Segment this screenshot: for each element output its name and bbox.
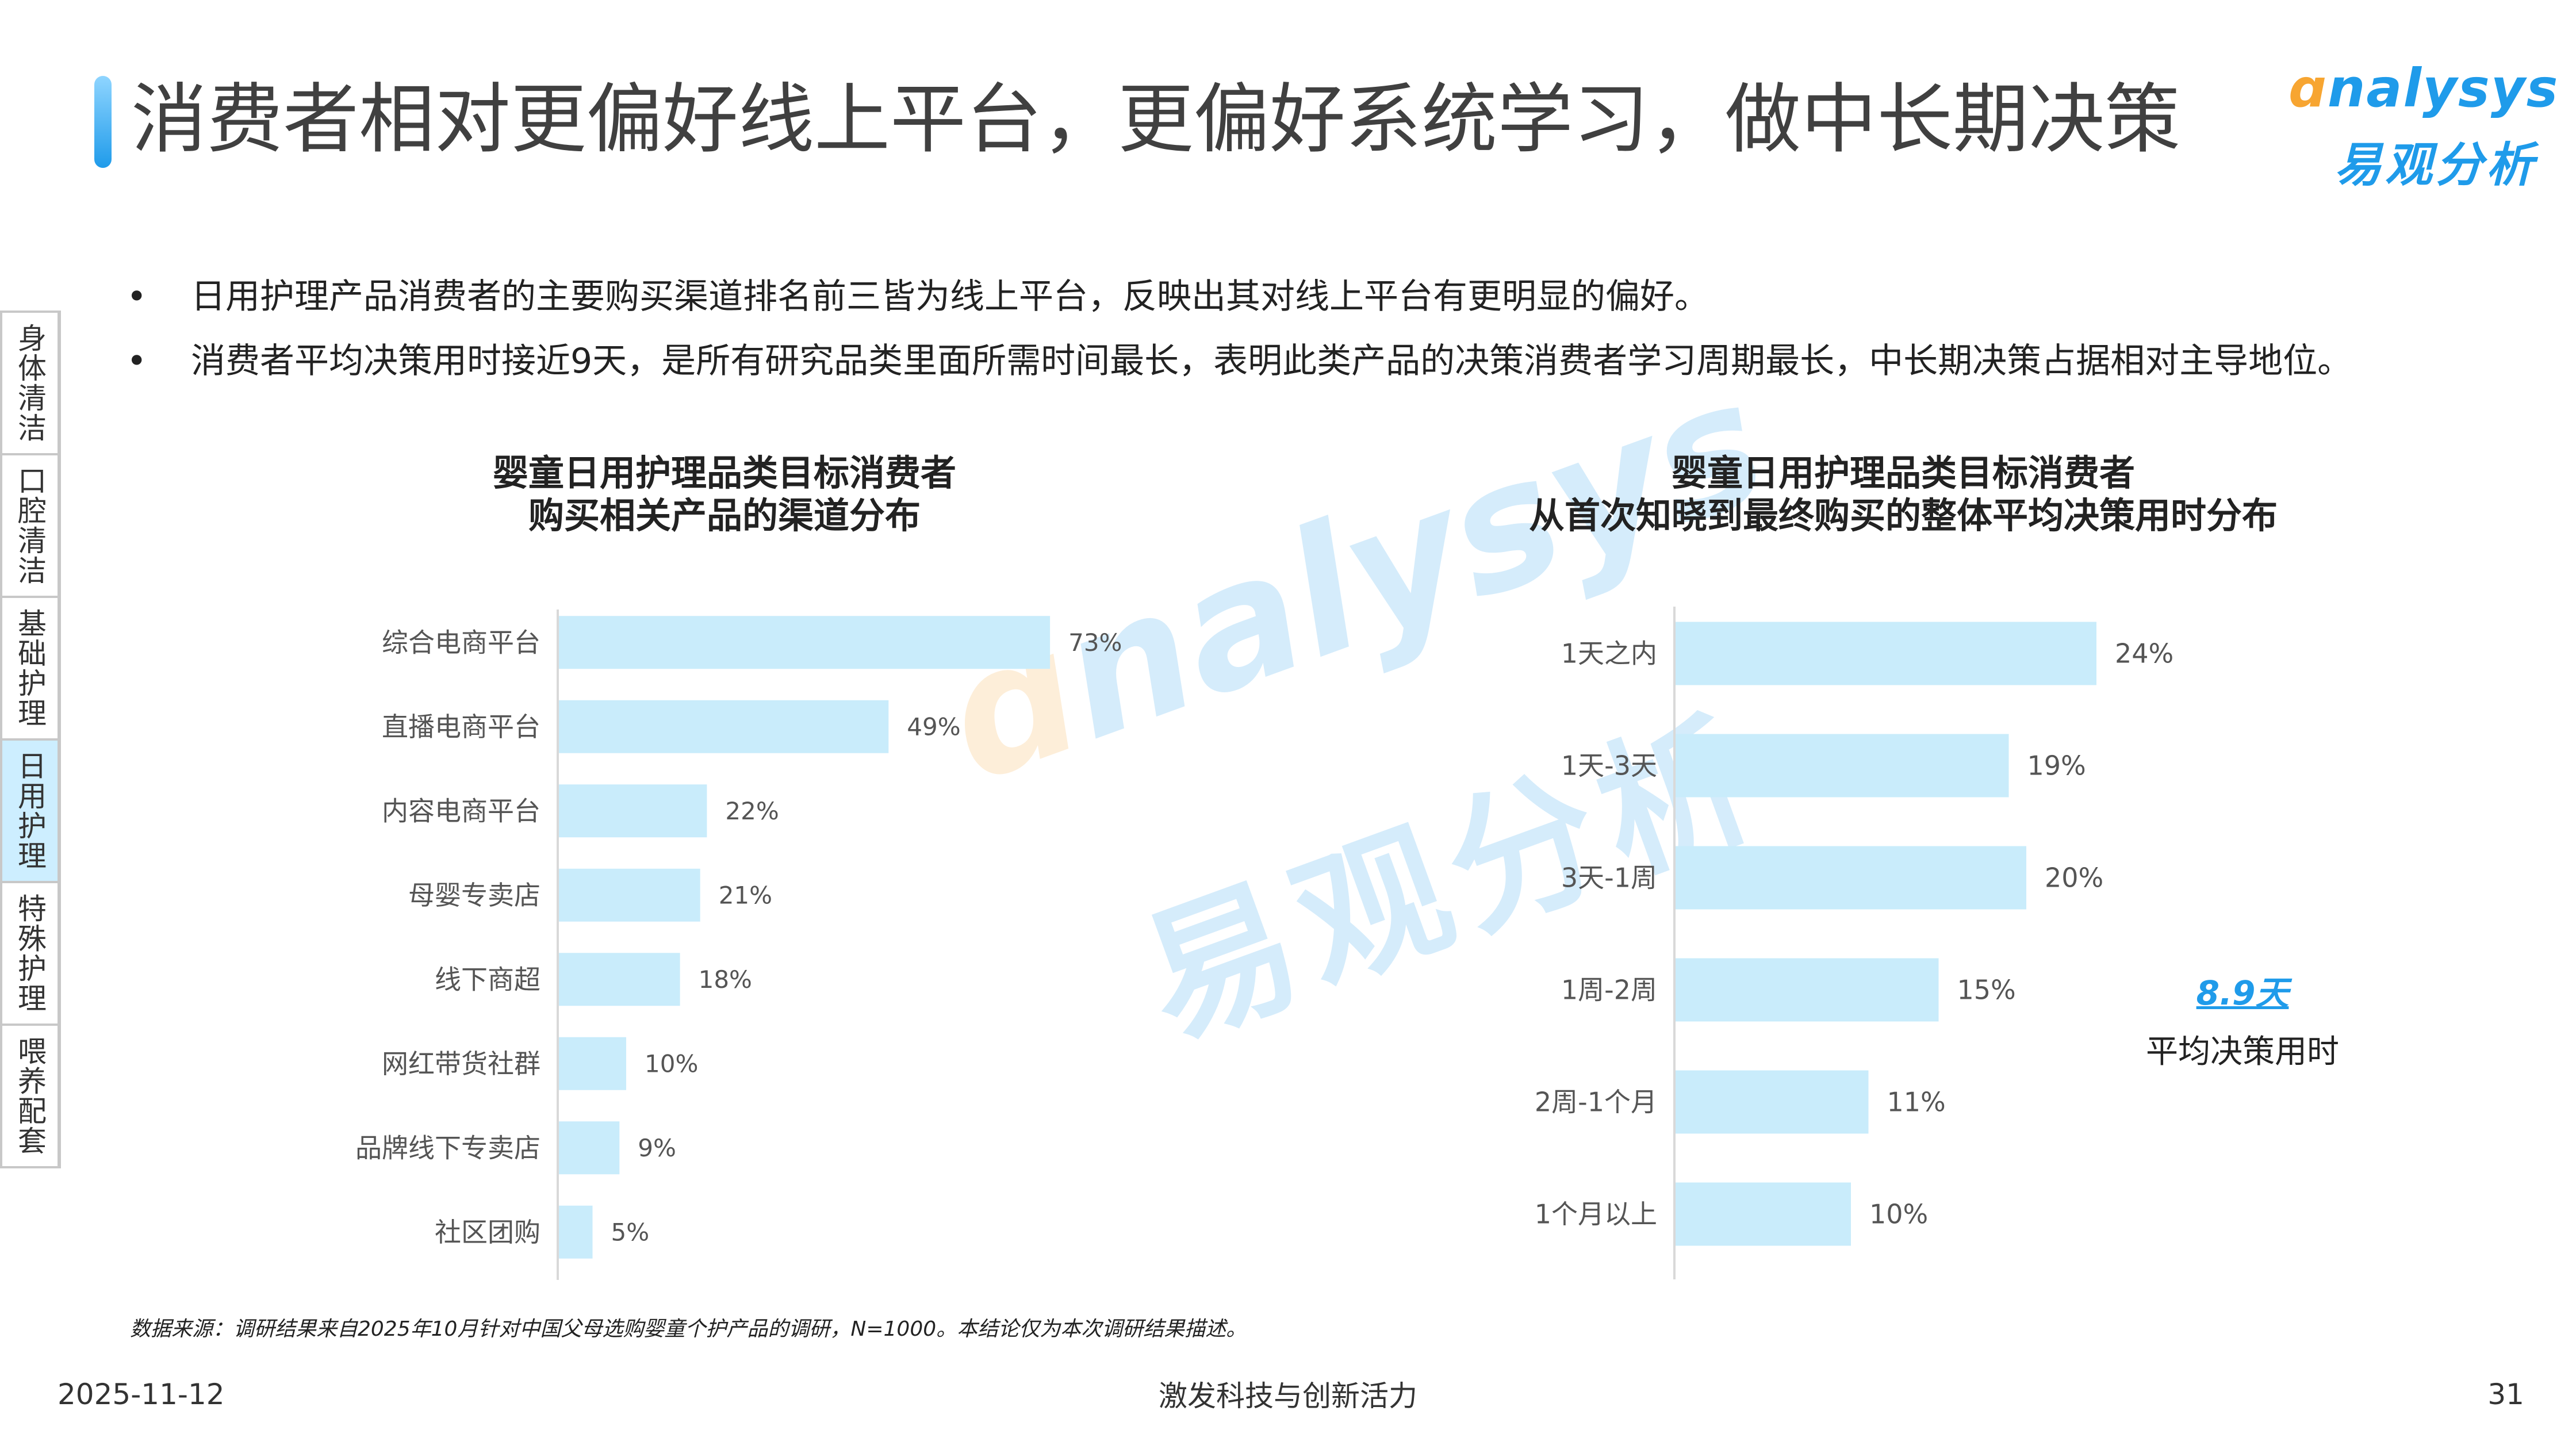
decision-bar	[1676, 1182, 1851, 1246]
channel-bar	[559, 1037, 626, 1090]
bullet-item: 消费者平均决策用时接近9天，是所有研究品类里面所需时间最长，表明此类产品的决策消…	[126, 329, 2484, 393]
channel-category-label: 线下商超	[435, 964, 540, 995]
channel-category-label: 母婴专卖店	[408, 880, 540, 911]
footer-slogan: 激发科技与创新活力	[1159, 1379, 1417, 1413]
summary-bullets: 日用护理产品消费者的主要购买渠道排名前三皆为线上平台，反映出其对线上平台有更明显…	[126, 264, 2484, 393]
decision-category-label: 1天-3天	[1561, 750, 1657, 781]
channel-value-label: 9%	[638, 1134, 676, 1162]
footer-date: 2025-11-12	[57, 1378, 225, 1411]
decision-value-label: 15%	[1957, 975, 2016, 1006]
decision-value-label: 11%	[1887, 1087, 1946, 1118]
channel-bar	[559, 616, 1051, 669]
decision-value-label: 24%	[2115, 638, 2174, 669]
sidenav-item-label: 口腔清洁	[13, 466, 47, 585]
decision-bar	[1676, 734, 2009, 798]
channel-bar	[559, 868, 700, 922]
avg-decision-value: 8.9天	[2196, 973, 2289, 1013]
channel-bar	[559, 1205, 593, 1259]
channel-category-label: 网红带货社群	[382, 1048, 540, 1079]
decision-bar	[1676, 622, 2096, 685]
channel-category-label: 社区团购	[435, 1217, 540, 1248]
channel-category-label: 内容电商平台	[382, 795, 540, 826]
decision-category-label: 3天-1周	[1561, 862, 1657, 894]
page-number: 31	[2487, 1378, 2524, 1411]
decision-chart-title: 婴童日用护理品类目标消费者 从首次知晓到最终购买的整体平均决策用时分布	[1472, 452, 2334, 537]
data-source: 数据来源：调研结果来自2025年10月针对中国父母选购婴童个护产品的调研，N=1…	[130, 1317, 1247, 1341]
sidenav-item-label: 喂养配套	[13, 1036, 47, 1156]
channel-value-label: 73%	[1068, 628, 1122, 657]
channel-bar	[559, 953, 680, 1006]
decision-value-label: 10%	[1869, 1199, 1928, 1230]
sidenav-item-body-cleaning[interactable]: 身体清洁	[0, 310, 61, 455]
bullet-item: 日用护理产品消费者的主要购买渠道排名前三皆为线上平台，反映出其对线上平台有更明显…	[126, 264, 2484, 329]
decision-chart-title-line-1: 婴童日用护理品类目标消费者	[1671, 452, 2135, 494]
category-sidenav: 身体清洁 口腔清洁 基础护理 日用护理 特殊护理 喂养配套	[0, 310, 61, 1168]
sidenav-item-special-care[interactable]: 特殊护理	[0, 881, 61, 1026]
channel-value-label: 5%	[611, 1218, 650, 1246]
page-title: 消费者相对更偏好线上平台，更偏好系统学习，做中长期决策	[131, 75, 2180, 164]
channel-value-label: 21%	[719, 881, 772, 909]
decision-value-label: 20%	[2045, 862, 2103, 894]
channel-value-label: 22%	[725, 797, 779, 825]
analysys-logo: ɑnalysys 易观分析	[2288, 57, 2558, 195]
sidenav-item-label: 身体清洁	[13, 323, 47, 443]
logo-cn: 易观分析	[2334, 138, 2537, 193]
sidenav-item-label: 日用护理	[13, 751, 47, 871]
decision-value-label: 19%	[2027, 750, 2086, 781]
decision-category-label: 2周-1个月	[1535, 1087, 1657, 1118]
channel-value-label: 49%	[907, 712, 960, 741]
decision-category-label: 1天之内	[1561, 638, 1657, 669]
decision-bar	[1676, 846, 2026, 910]
avg-decision-label: 平均决策用时	[2146, 1033, 2339, 1071]
decision-category-label: 1周-2周	[1561, 975, 1657, 1006]
channel-chart-title: 婴童日用护理品类目标消费者 购买相关产品的渠道分布	[379, 452, 1070, 537]
decision-category-label: 1个月以上	[1535, 1199, 1657, 1230]
channel-bar	[559, 1121, 620, 1175]
channel-chart-title-line-1: 婴童日用护理品类目标消费者	[492, 452, 956, 494]
sidenav-item-label: 特殊护理	[13, 894, 47, 1013]
title-accent-bar	[94, 76, 112, 168]
decision-chart-title-line-2: 从首次知晓到最终购买的整体平均决策用时分布	[1528, 494, 2278, 536]
channel-category-label: 综合电商平台	[382, 627, 540, 658]
logo-en: ɑnalysys	[2288, 57, 2559, 119]
decision-bar	[1676, 1070, 1869, 1134]
channel-category-label: 品牌线下专卖店	[355, 1132, 540, 1163]
channel-bar	[559, 700, 889, 753]
channel-chart-title-line-2: 购买相关产品的渠道分布	[528, 494, 921, 536]
channel-value-label: 18%	[699, 965, 752, 994]
channel-value-label: 10%	[645, 1049, 698, 1078]
sidenav-item-label: 基础护理	[13, 608, 47, 728]
channel-category-label: 直播电商平台	[382, 711, 540, 742]
sidenav-item-feeding[interactable]: 喂养配套	[0, 1023, 61, 1168]
sidenav-item-basic-care[interactable]: 基础护理	[0, 596, 61, 741]
decision-bar	[1676, 958, 1939, 1022]
channel-bar	[559, 784, 707, 838]
